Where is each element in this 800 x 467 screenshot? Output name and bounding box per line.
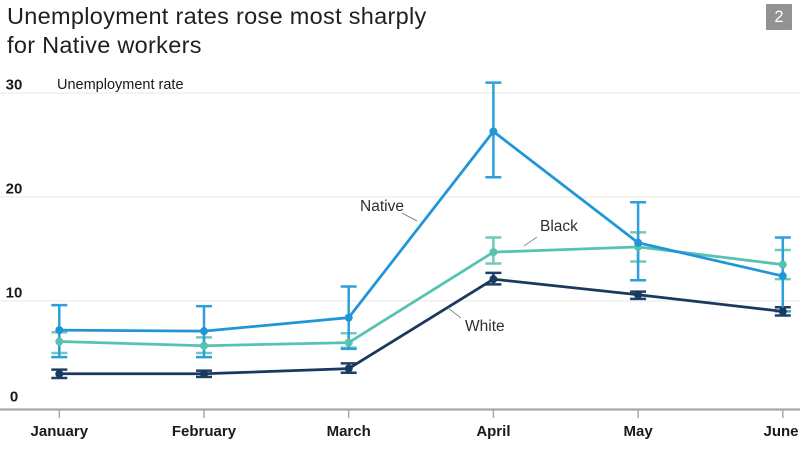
data-point-black [344, 338, 353, 347]
x-tick-label: June [763, 423, 798, 440]
x-tick-label: May [624, 423, 654, 440]
data-point-native [344, 313, 353, 322]
data-point-native [778, 272, 787, 281]
series-line-white [59, 277, 783, 376]
y-axis-title: Unemployment rate [57, 77, 184, 93]
data-point-white [344, 364, 353, 373]
x-tick-label: January [31, 423, 89, 440]
chart-title: Unemployment rates rose most sharply for… [7, 3, 427, 58]
annotation-connector [523, 236, 538, 247]
annotation-connector [447, 307, 462, 319]
x-tick-label: April [476, 423, 510, 440]
y-tick-label: 10 [6, 285, 23, 302]
y-tick-label: 30 [6, 77, 23, 94]
x-tick-label: February [172, 423, 237, 440]
data-point-native [634, 238, 643, 247]
series-line-native [59, 129, 784, 333]
series-label-black: Black [540, 218, 578, 235]
data-point-black [778, 260, 787, 269]
data-point-black [55, 337, 64, 346]
data-point-white [489, 275, 498, 284]
x-tick-label: March [327, 423, 371, 440]
slide-number-badge: 2 [766, 4, 792, 30]
series-label-white: White [465, 318, 505, 335]
data-point-white [778, 307, 787, 316]
data-point-white [634, 290, 643, 299]
annotation-connector [401, 212, 418, 222]
y-tick-label: 20 [6, 181, 23, 198]
data-point-black [200, 341, 208, 350]
data-point-native [200, 327, 208, 336]
data-point-native [489, 127, 498, 136]
series-line-black [59, 245, 783, 348]
data-point-native [55, 326, 64, 335]
data-point-black [489, 248, 498, 257]
y-tick-label: 0 [10, 389, 18, 406]
data-point-white [55, 369, 64, 378]
series-label-native: Native [360, 198, 404, 215]
data-point-white [200, 369, 208, 378]
